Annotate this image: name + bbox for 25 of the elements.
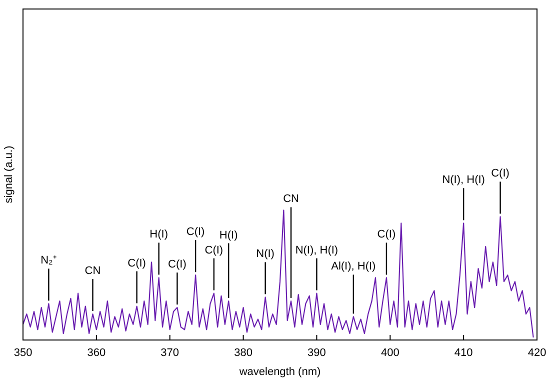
x-tick-label: 350 bbox=[14, 346, 32, 359]
x-tick-label: 360 bbox=[87, 346, 106, 359]
annotation: N(I) bbox=[256, 248, 274, 260]
y-axis-title: signal (a.u.) bbox=[3, 146, 15, 204]
annotation: C(I) bbox=[377, 228, 396, 241]
annotation: N(I), H(I) bbox=[442, 174, 485, 186]
x-tick-label: 420 bbox=[528, 346, 546, 359]
x-tick-label: 370 bbox=[160, 346, 180, 359]
annotation: C(I) bbox=[168, 258, 186, 271]
annotation: N(I), H(I) bbox=[295, 244, 338, 256]
annotation: CN bbox=[84, 265, 101, 278]
x-tick-label: 410 bbox=[454, 346, 473, 359]
annotation: C(I) bbox=[186, 226, 205, 238]
annotation: H(I) bbox=[219, 229, 238, 242]
x-axis-title: wavelength (nm) bbox=[238, 366, 321, 378]
annotation: N₂⁺ bbox=[40, 254, 57, 267]
x-tick-label: 400 bbox=[380, 346, 400, 359]
annotation: CN bbox=[283, 193, 300, 206]
x-tick-label: 380 bbox=[234, 346, 252, 359]
x-tick-label: 390 bbox=[308, 346, 326, 359]
annotation: Al(I), H(I) bbox=[331, 260, 376, 273]
annotation: C(I) bbox=[491, 168, 510, 180]
annotation: C(I) bbox=[204, 244, 224, 256]
annotation: H(I) bbox=[150, 228, 168, 241]
annotation: C(I) bbox=[128, 257, 146, 270]
